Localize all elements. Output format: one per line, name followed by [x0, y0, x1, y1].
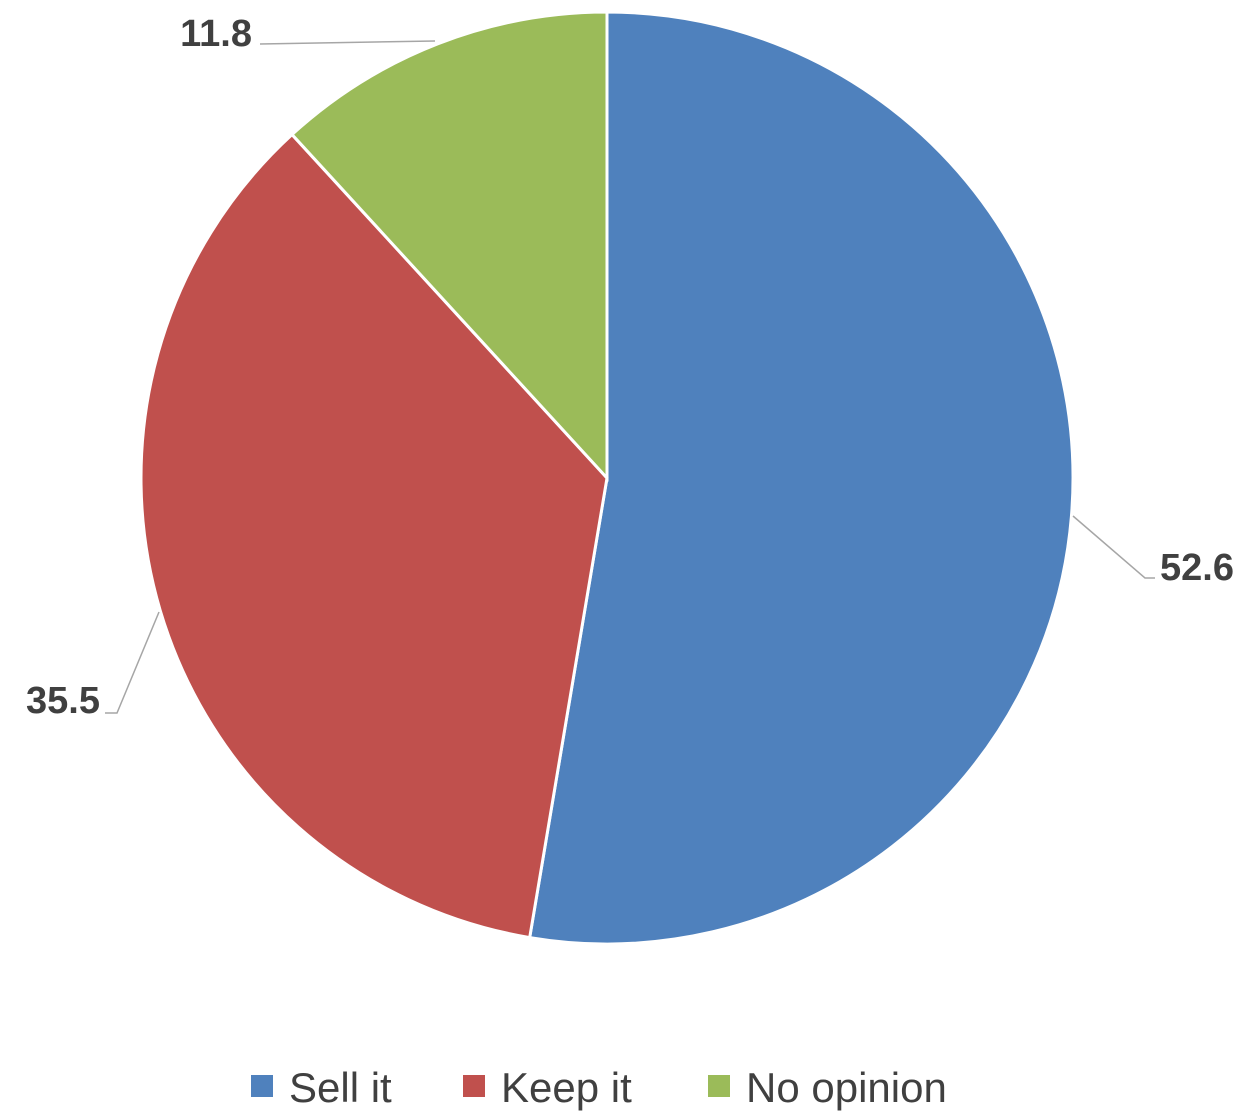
legend-label-no-opinion: No opinion — [746, 1064, 947, 1111]
legend-swatch-keep-it — [463, 1075, 485, 1097]
pie-slice-keep-it — [139, 132, 609, 940]
legend: Sell it Keep it No opinion — [251, 1064, 947, 1111]
data-label-sell-it: 52.6 — [1160, 547, 1234, 589]
leader-line-no-opinion — [259, 40, 436, 45]
leader-lines — [105, 40, 1155, 714]
leader-line-sell-it — [1072, 515, 1155, 579]
legend-swatch-sell-it — [251, 1075, 273, 1097]
legend-label-keep-it: Keep it — [501, 1064, 632, 1111]
pie-slice-sell-it — [527, 10, 1075, 946]
legend-label-sell-it: Sell it — [289, 1064, 392, 1111]
legend-swatch-no-opinion — [708, 1075, 730, 1097]
data-label-no-opinion: 11.8 — [180, 13, 252, 55]
data-label-keep-it: 35.5 — [26, 680, 100, 722]
data-labels: 52.6 35.5 11.8 — [26, 13, 1234, 722]
leader-line-keep-it — [105, 611, 160, 714]
pie-slice-no-opinion — [289, 10, 609, 482]
pie-slices — [139, 10, 1075, 946]
